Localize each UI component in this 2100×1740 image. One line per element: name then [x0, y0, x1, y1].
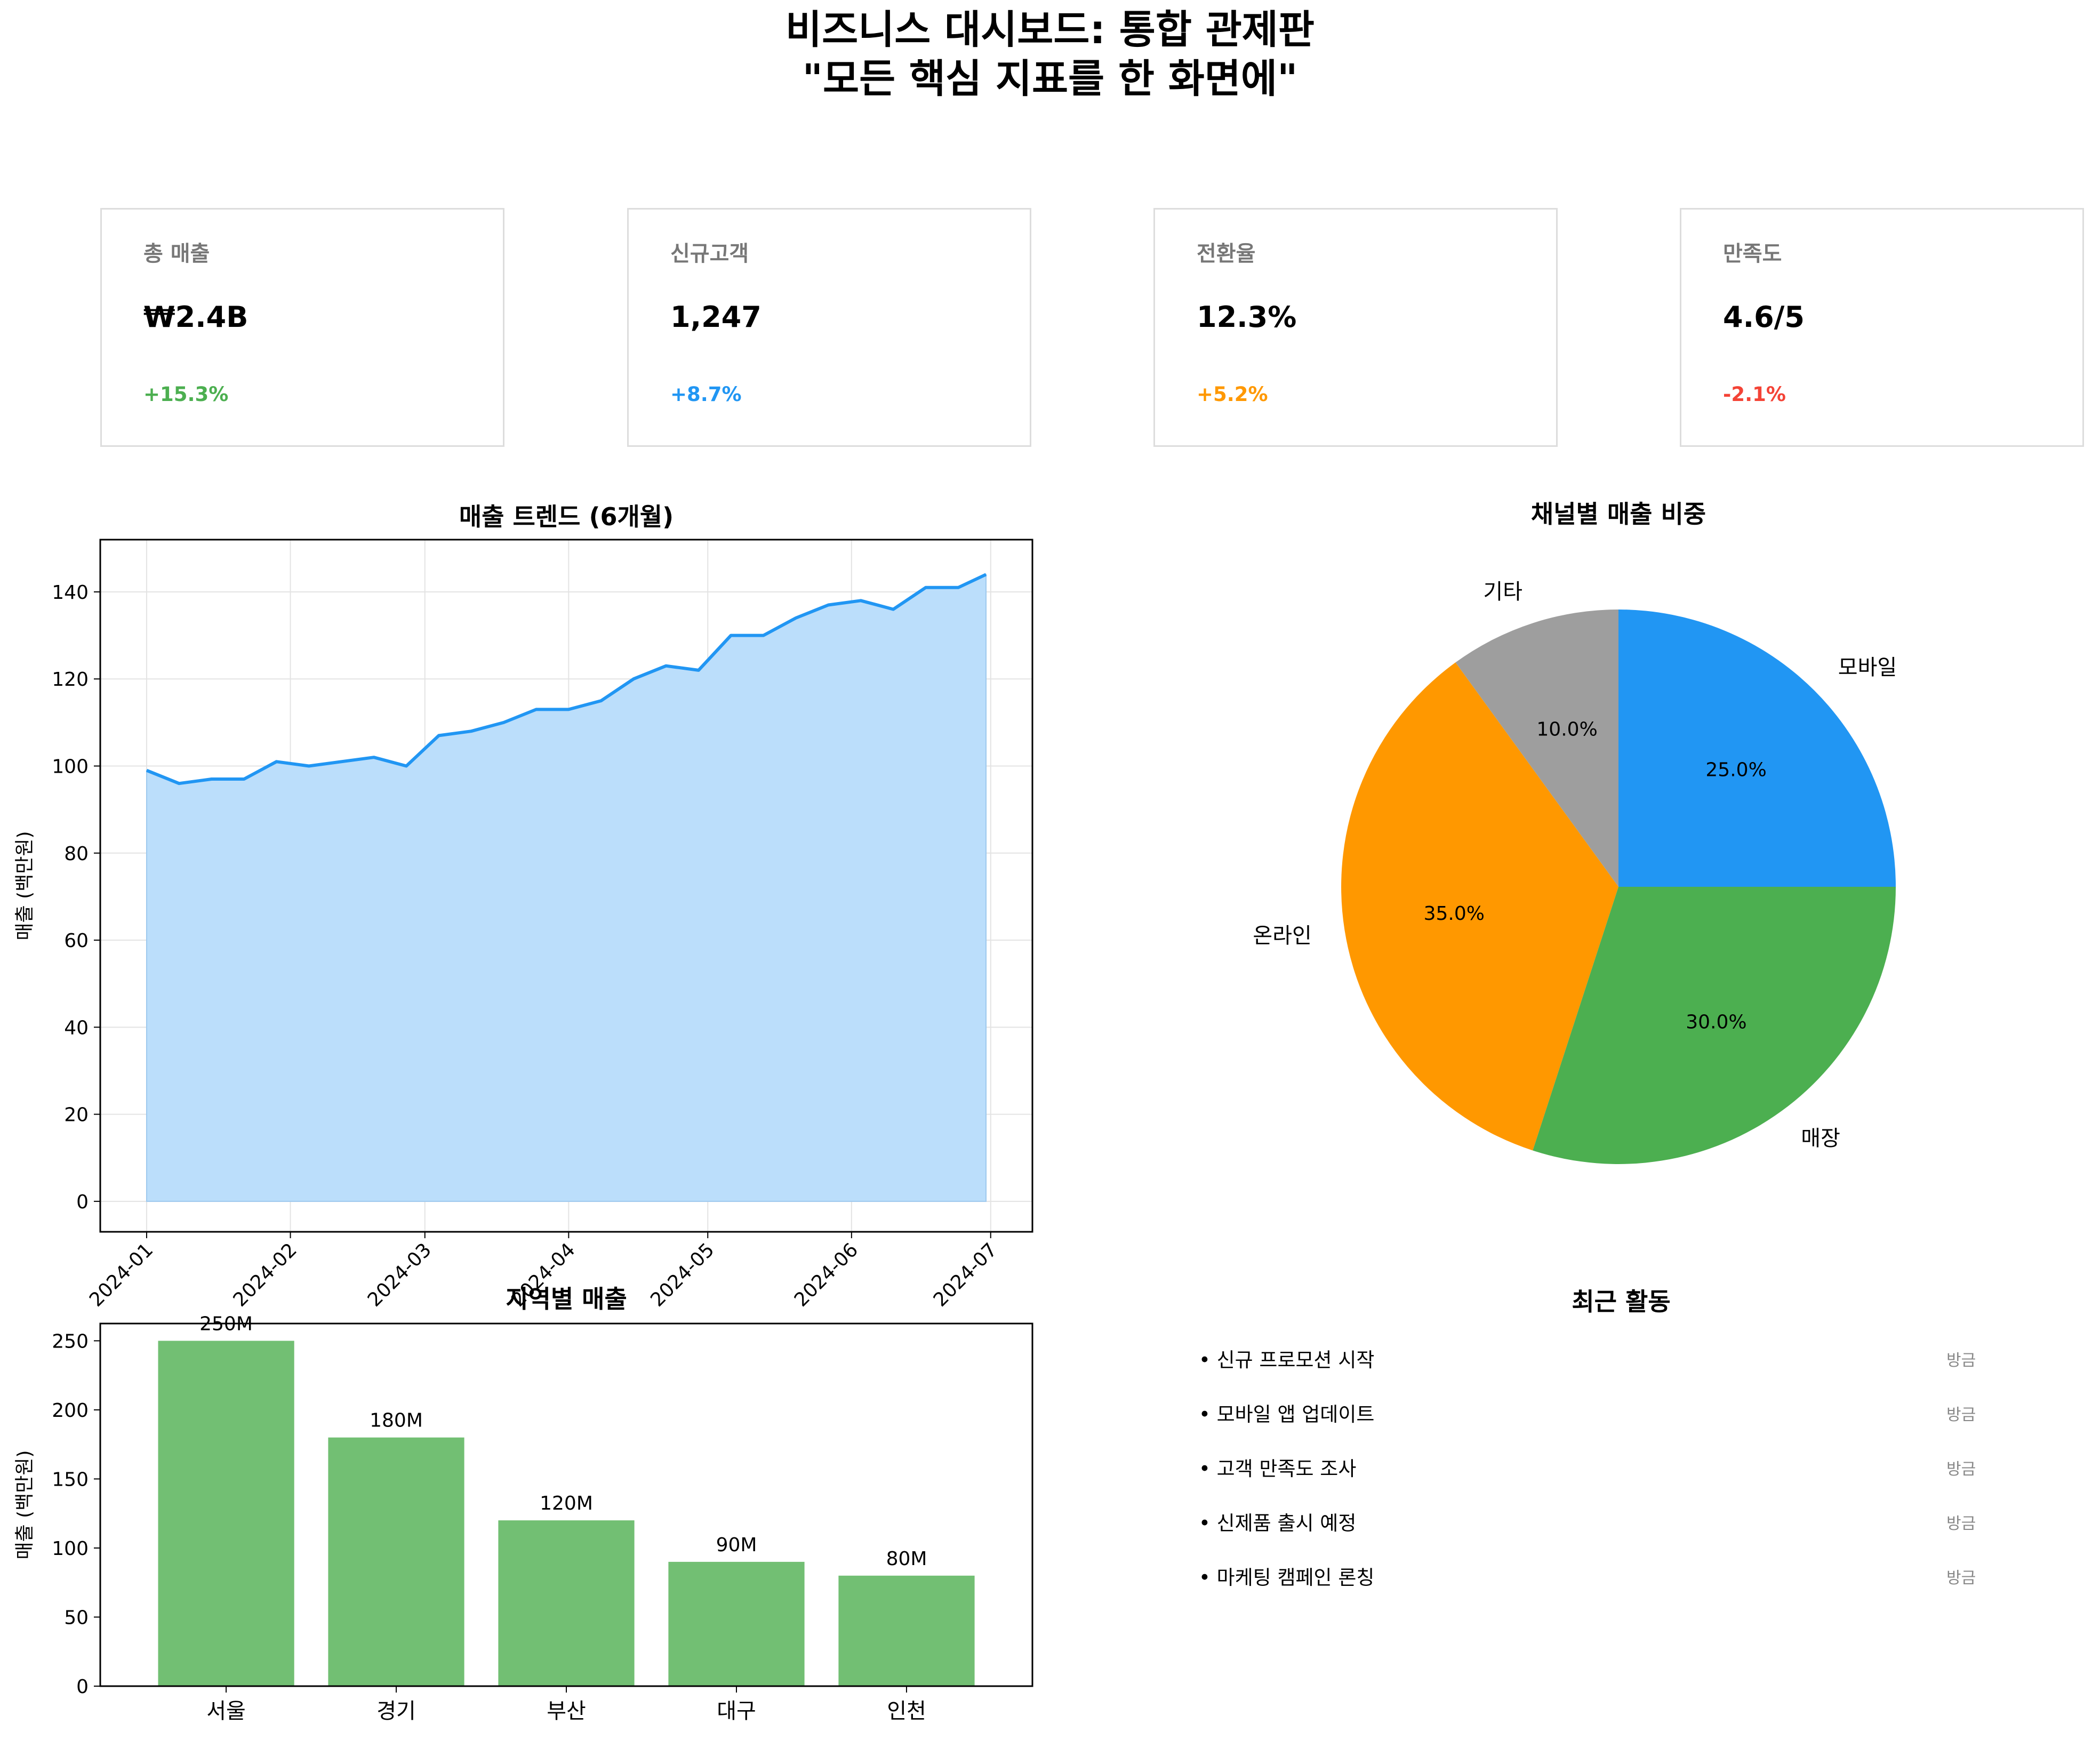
bar-ytick-label: 100: [52, 1538, 89, 1560]
pie-pct-label: 35.0%: [1424, 903, 1485, 925]
pie-label: 매장: [1801, 1126, 1840, 1151]
trend-ytick-label: 60: [64, 930, 89, 952]
activity-time: 방금: [1946, 1406, 1976, 1424]
kpi-label: 신규고객: [670, 242, 749, 266]
bar-yticks: 0 50 100 150 200 250: [52, 1330, 100, 1698]
kpi-value: 1,247: [670, 300, 762, 334]
trend-xtick-label: 2024-02: [229, 1239, 301, 1311]
bar: [158, 1341, 294, 1686]
trend-ytick-label: 0: [76, 1191, 89, 1213]
bar: [838, 1575, 975, 1686]
trend-line: [146, 573, 987, 785]
trend-title: 매출 트렌드 (6개월): [459, 502, 674, 531]
trend-xtick-label: 2024-07: [929, 1239, 1001, 1311]
bar-xtick-label: 서울: [206, 1699, 246, 1723]
dashboard-title-line1: 비즈니스 대시보드: 통합 관제판: [786, 7, 1314, 53]
bar-value-label: 80M: [886, 1548, 927, 1570]
pie-pct-label: 10.0%: [1536, 718, 1597, 740]
pie-label: 기타: [1483, 580, 1522, 604]
bar-xtick-label: 부산: [547, 1699, 586, 1723]
pie-label: 온라인: [1253, 924, 1311, 948]
pie-slice: [1618, 610, 1896, 887]
kpi-change: +8.7%: [670, 383, 742, 406]
bar: [328, 1437, 464, 1686]
kpi-change: -2.1%: [1723, 383, 1786, 406]
trend-ytick-label: 20: [64, 1104, 89, 1126]
trend-xtick-label: 2024-05: [646, 1239, 718, 1311]
pie-slices: [1341, 610, 1896, 1164]
bar-ytick-label: 150: [52, 1469, 89, 1490]
pie-label: 모바일: [1838, 655, 1897, 680]
bar-title: 지역별 매출: [506, 1285, 627, 1313]
bar-xticks: 서울 경기 부산 대구 인천: [206, 1686, 926, 1723]
kpi-change: +5.2%: [1197, 383, 1268, 406]
activity-time: 방금: [1946, 1514, 1976, 1533]
bar-ytick-label: 200: [52, 1400, 89, 1422]
kpi-label: 전환율: [1197, 242, 1256, 266]
trend-chart: 0 20 40 60 80 100 120 140 2024-01 2024-02 2024-03…: [14, 502, 1033, 1311]
activity-item: • 모바일 앱 업데이트: [1199, 1403, 1375, 1426]
trend-ytick-label: 100: [52, 756, 89, 778]
trend-frame: [99, 539, 1033, 1233]
pie-labels: 기타 10.0% 온라인 35.0% 매장 30.0% 모바일 25.0%: [1253, 580, 1897, 1151]
bar: [498, 1520, 635, 1686]
activity-time: 방금: [1946, 1460, 1976, 1479]
bar-value-label: 180M: [370, 1410, 423, 1432]
pie-slice: [1533, 887, 1896, 1164]
bar-ytick-label: 0: [76, 1676, 89, 1698]
bar-value-label: 120M: [540, 1493, 593, 1514]
pie-slice: [1341, 662, 1618, 1151]
pie-title: 채널별 매출 비중: [1531, 500, 1706, 528]
pie-slice: [1455, 610, 1618, 887]
kpi-card-conversion: 전환율 12.3% +5.2%: [1153, 208, 1558, 447]
bar-value-label: 90M: [716, 1534, 757, 1556]
trend-ytick-label: 80: [64, 843, 89, 865]
bar-xtick-label: 대구: [717, 1699, 756, 1723]
kpi-label: 총 매출: [143, 242, 210, 266]
trend-ytick-label: 40: [64, 1017, 89, 1039]
bar-ytick-label: 250: [52, 1330, 89, 1352]
bar-ylabel: 매출 (백만원): [14, 1450, 36, 1559]
trend-ytick-label: 120: [52, 669, 89, 691]
kpi-card-revenue: 총 매출 ₩2.4B +15.3%: [100, 208, 504, 447]
activity-item: • 신규 프로모션 시작: [1199, 1349, 1375, 1372]
activity-item: • 마케팅 캠페인 론칭: [1199, 1566, 1375, 1589]
kpi-value: 12.3%: [1197, 300, 1297, 334]
trend-ylabel: 매출 (백만원): [14, 831, 36, 940]
pie-pct-label: 30.0%: [1686, 1011, 1746, 1033]
bar-xtick-label: 경기: [376, 1699, 416, 1723]
pie-chart: 기타 10.0% 온라인 35.0% 매장 30.0% 모바일 25.0% 채널별 매출 비중: [1253, 500, 1897, 1164]
activity-time: 방금: [1946, 1569, 1976, 1587]
bar: [668, 1561, 805, 1686]
kpi-value: 4.6/5: [1723, 300, 1805, 334]
kpi-card-satisfaction: 만족도 4.6/5 -2.1%: [1680, 208, 2084, 447]
dashboard-title: 비즈니스 대시보드: 통합 관제판 "모든 핵심 지표를 한 화면에": [0, 5, 2100, 103]
activity-time: 방금: [1946, 1351, 1976, 1370]
kpi-value: ₩2.4B: [143, 300, 249, 334]
dashboard-title-line2: "모든 핵심 지표를 한 화면에": [802, 56, 1298, 102]
activity-item: • 신제품 출시 예정: [1199, 1512, 1357, 1535]
kpi-card-new-customers: 신규고객 1,247 +8.7%: [627, 208, 1031, 447]
trend-yticks: 0 20 40 60 80 100 120 140: [52, 582, 100, 1213]
kpi-change: +15.3%: [143, 383, 229, 406]
trend-xtick-label: 2024-03: [364, 1239, 436, 1311]
bar-ytick-label: 50: [64, 1607, 89, 1629]
trend-xtick-label: 2024-06: [790, 1239, 862, 1311]
bar-xtick-label: 인천: [887, 1699, 926, 1723]
activity-item: • 고객 만족도 조사: [1199, 1457, 1357, 1480]
activity-title: 최근 활동: [1572, 1287, 1671, 1316]
kpi-label: 만족도: [1723, 242, 1782, 266]
trend-xtick-label: 2024-01: [85, 1239, 157, 1311]
trend-area: [146, 573, 987, 1202]
pie-pct-label: 25.0%: [1705, 759, 1766, 781]
trend-ytick-label: 140: [52, 582, 89, 604]
